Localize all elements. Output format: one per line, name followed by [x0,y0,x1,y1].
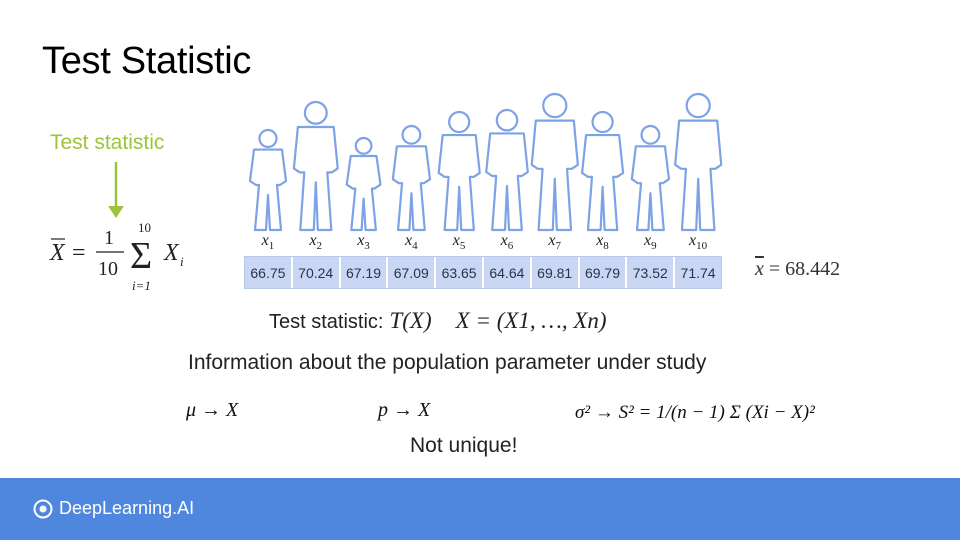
formula-term-sub: i [180,254,184,269]
sample-labels: x1 x2 x3 x4 x5 x6 x7 x8 x9 x10 [244,232,722,252]
person-silhouette [248,128,288,232]
sample-label: x5 [452,232,466,253]
person-silhouette [292,100,339,232]
sample-value-cell: 66.75 [245,257,293,288]
sample-label: x6 [500,232,514,253]
sample-label: x7 [548,232,561,253]
brand-name: DeepLearning.AI [59,498,195,518]
slide-title: Test Statistic [42,40,252,82]
person-silhouette [580,110,625,232]
estimator-p: p → X [378,399,431,421]
sample-value-cell: 67.09 [388,257,437,288]
sample-value-cell: 69.81 [531,257,580,288]
formula-lhs: X [49,240,66,266]
sample-mean-formula: X = 1 10 10 Σ i=1 X i [49,220,184,293]
sample-label: x10 [689,232,708,253]
down-arrow-icon [108,162,124,218]
footer-bar [0,478,960,540]
test-statistic-formula: T(X) [389,308,432,333]
formula-numerator: 1 [104,227,114,249]
test-statistic-label: Test statistic [50,131,165,154]
person-silhouette [674,92,723,232]
deeplearning-logo-icon [33,499,53,518]
sample-label: x9 [643,232,657,253]
sample-label: x8 [596,232,609,253]
estimator-sigma: σ² → S² = 1/(n − 1) Σ (Xi − X)² [575,402,815,423]
sum-lower: i=1 [132,278,151,293]
brand-logo: DeepLearning.AI [33,498,194,519]
person-silhouette [630,124,671,232]
sample-mean-value: x = 68.442 [755,258,841,280]
person-silhouette [437,110,481,232]
test-statistic-line: Test statistic: T(X) X = (X1, …, Xn) [269,308,607,334]
sample-value-cell: 71.74 [675,257,721,288]
sample-value-cell: 67.19 [340,257,389,288]
person-silhouette [391,124,432,232]
sample-value-cell: 73.52 [627,257,676,288]
svg-text:Σ: Σ [130,235,152,277]
info-text: Information about the population paramet… [188,351,707,374]
sample-label: x3 [357,232,370,253]
person-silhouette [530,92,579,232]
test-statistic-vector: X = (X1, …, Xn) [455,308,607,333]
person-silhouette [345,136,382,232]
people-silhouettes [248,92,723,232]
svg-text:=: = [72,240,86,266]
not-unique-note: Not unique! [410,434,518,457]
person-silhouette [485,108,529,232]
formula-denominator: 10 [98,258,118,280]
test-statistic-line-label: Test statistic: [269,311,384,333]
sample-label: x2 [309,232,322,253]
estimator-mu: μ → X [186,399,239,421]
sample-label: x1 [261,232,275,253]
sample-label: x4 [404,232,418,253]
sum-upper: 10 [138,220,151,235]
sample-value-cell: 64.64 [483,257,532,288]
formula-term: X [163,240,180,266]
sample-value-cell: 70.24 [292,257,341,288]
sample-values-table: 66.75 70.24 67.19 67.09 63.65 64.64 69.81 69.79… [244,256,722,289]
sample-value-cell: 63.65 [436,257,484,288]
sample-value-cell: 69.79 [579,257,628,288]
